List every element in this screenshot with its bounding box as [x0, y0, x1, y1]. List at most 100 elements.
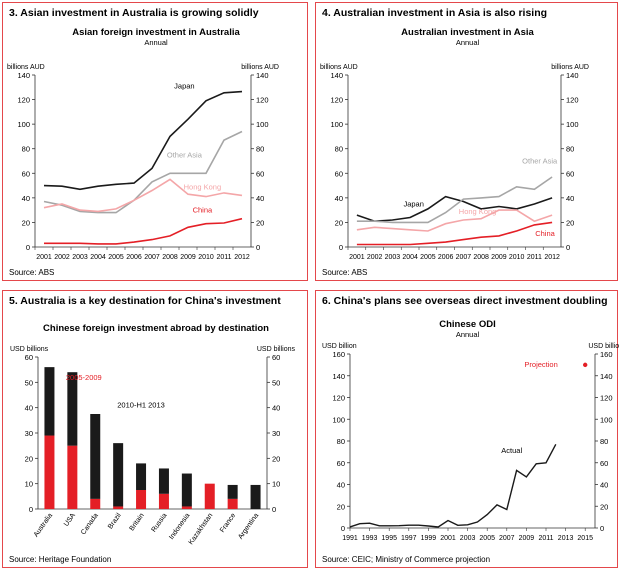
- source-note: Source: ABS: [322, 268, 368, 277]
- bar-2005-2009: [136, 490, 147, 509]
- y-tick-label-right: 10: [272, 480, 280, 489]
- y-tick-label-left: 60: [335, 169, 343, 178]
- y-tick-label-left: 10: [25, 480, 33, 489]
- y-tick-label-right: 40: [566, 194, 574, 203]
- panel-australian-investment-in-asia: 4. Australian investment in Asia is also…: [315, 2, 618, 281]
- bar-2005-2009: [204, 483, 215, 509]
- y-tick-label-right: 50: [272, 378, 280, 387]
- y-tick-label-right: 100: [256, 120, 269, 129]
- x-tick-label: 2003: [460, 535, 476, 542]
- y-tick-label-right: 120: [600, 394, 613, 403]
- bar-2010-h1-2013: [158, 468, 169, 494]
- bar-2010-h1-2013: [67, 372, 78, 446]
- x-tick-label: 2001: [36, 254, 52, 261]
- y-tick-label-left: 100: [330, 120, 343, 129]
- y-axis-label-left: USD billion: [322, 343, 357, 350]
- projection-point: [583, 362, 588, 368]
- y-tick-label-left: 40: [25, 404, 33, 413]
- y-tick-label-right: 20: [600, 502, 608, 511]
- y-tick-label-right: 80: [566, 145, 574, 154]
- x-tick-label: 1991: [342, 535, 358, 542]
- y-tick-label-right: 60: [272, 353, 280, 362]
- series-label: Japan: [174, 82, 194, 91]
- x-tick-label: 2005: [108, 254, 124, 261]
- y-tick-label-left: 100: [332, 415, 345, 424]
- series-label: Other Asia: [167, 150, 203, 159]
- x-tick-label: 2013: [558, 535, 574, 542]
- y-tick-label-right: 60: [256, 169, 264, 178]
- series-label: China: [193, 206, 213, 215]
- bar-2005-2009: [113, 506, 124, 509]
- y-tick-label-left: 60: [22, 169, 30, 178]
- y-tick-label-right: 100: [600, 415, 613, 424]
- x-tick-label: 1993: [362, 535, 378, 542]
- series-label: 2005-2009: [66, 373, 102, 382]
- x-tick-label: 1999: [421, 535, 437, 542]
- x-tick-label: 2010: [198, 254, 214, 261]
- x-tick-label: 2002: [54, 254, 70, 261]
- y-tick-label-right: 60: [566, 169, 574, 178]
- x-tick-label: 2009: [180, 254, 196, 261]
- bar-2005-2009: [181, 506, 192, 509]
- series-line-hong-kong: [356, 209, 553, 232]
- panel-asian-investment-in-australia: 3. Asian investment in Australia is grow…: [2, 2, 308, 281]
- y-tick-label-left: 140: [17, 71, 30, 80]
- series-line-china: [356, 221, 553, 246]
- y-tick-label-right: 80: [256, 145, 264, 154]
- x-tick-label: 1997: [401, 535, 417, 542]
- y-tick-label-right: 20: [256, 218, 264, 227]
- y-tick-label-right: 80: [600, 437, 608, 446]
- x-tick-label: 2007: [144, 254, 160, 261]
- y-tick-label-left: 40: [22, 194, 30, 203]
- x-tick-label: Kazakhstan: [188, 512, 215, 546]
- chart-title: Chinese foreign investment abroad by des…: [43, 323, 269, 334]
- x-tick-label: 2012: [544, 254, 560, 261]
- y-tick-label-right: 60: [600, 459, 608, 468]
- x-tick-label: 2011: [538, 535, 553, 542]
- y-tick-label-left: 120: [330, 96, 343, 105]
- y-tick-label-left: 0: [29, 505, 33, 514]
- bar-2005-2009: [67, 445, 78, 509]
- y-tick-label-left: 60: [337, 459, 345, 468]
- bar-2010-h1-2013: [90, 414, 101, 499]
- bar-2005-2009: [158, 493, 169, 509]
- x-tick-label: 2012: [234, 254, 250, 261]
- x-tick-label: Canada: [80, 512, 100, 536]
- x-tick-label: 2009: [519, 535, 535, 542]
- bar-2005-2009: [44, 435, 55, 509]
- chart-asian-foreign-investment: Asian foreign investment in AustraliaAnn…: [7, 27, 279, 261]
- series-line-china: [44, 217, 243, 245]
- y-tick-label-left: 50: [25, 378, 33, 387]
- y-tick-label-right: 20: [272, 454, 280, 463]
- series-label: Projection: [524, 360, 557, 369]
- panel-chinese-odi: 6. China's plans see overseas direct inv…: [315, 290, 619, 568]
- x-tick-label: 2001: [349, 254, 365, 261]
- bar-2010-h1-2013: [44, 367, 55, 436]
- y-tick-label-right: 140: [566, 71, 579, 80]
- series-line-hong-kong: [43, 178, 243, 213]
- y-tick-label-left: 120: [17, 96, 30, 105]
- panel-heading: 3. Asian investment in Australia is grow…: [9, 7, 259, 19]
- x-tick-label: 2006: [438, 254, 454, 261]
- x-tick-label: Indonesia: [168, 512, 191, 541]
- x-tick-label: 2005: [479, 535, 495, 542]
- panel-heading: 5. Australia is a key destination for Ch…: [9, 295, 281, 307]
- chart-title: Australian investment in Asia: [401, 27, 534, 38]
- x-tick-label: 2015: [577, 535, 593, 542]
- chart-title: Chinese ODI: [439, 319, 496, 330]
- x-tick-label: Argentina: [237, 512, 260, 541]
- y-tick-label-right: 140: [600, 372, 613, 381]
- x-tick-label: 2002: [367, 254, 383, 261]
- x-tick-label: France: [219, 512, 237, 534]
- y-tick-label-left: 160: [332, 350, 345, 359]
- x-tick-label: Britain: [129, 512, 146, 532]
- chart-subtitle: Annual: [144, 38, 168, 47]
- y-axis-label-left: billions AUD: [7, 64, 45, 71]
- y-tick-label-left: 60: [25, 353, 33, 362]
- chart-subtitle: Annual: [456, 38, 480, 47]
- y-tick-label-right: 40: [272, 404, 280, 413]
- x-tick-label: 2007: [456, 254, 472, 261]
- source-note: Source: CEIC; Ministry of Commerce proje…: [322, 555, 491, 564]
